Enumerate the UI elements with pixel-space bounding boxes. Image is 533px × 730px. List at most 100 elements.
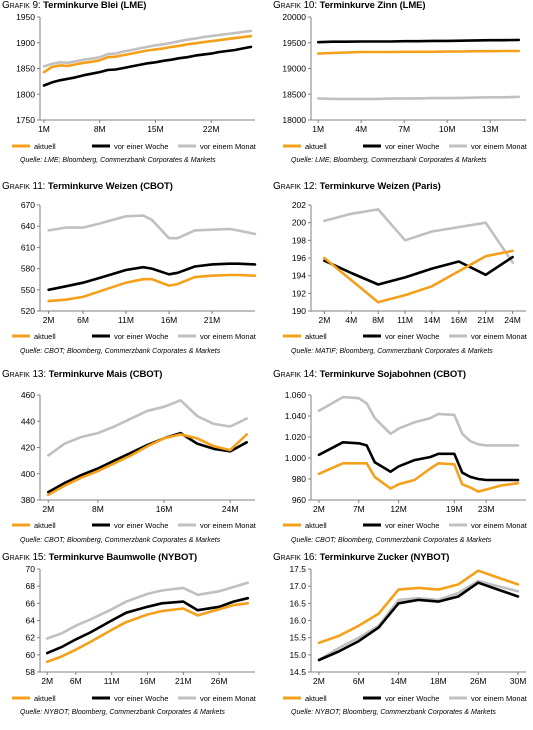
y-tick-label: 400 [21,469,35,479]
y-tick-label: 17.0 [289,581,306,591]
series-line-aktuell [317,569,520,645]
series-line-monat [316,95,521,101]
x-tick-label: 11M [104,676,120,686]
legend-label: aktuell [34,142,56,151]
chart-panel-baumwolle: Grafik 15: Terminkurve Baumwolle (NYBOT)… [0,552,262,730]
chart-panel-mais: Grafik 13: Terminkurve Mais (CBOT) 380 40… [0,369,262,547]
y-tick-label: 17.5 [289,564,306,574]
series-line-aktuell [42,34,253,74]
x-tick-label: 8M [92,504,104,514]
legend-label: vor einer Woche [114,142,168,151]
series-line-monat [323,208,514,264]
y-tick-label: 18500 [282,89,306,99]
x-tick-label: 1M [38,124,50,134]
x-tick-label: 22M [203,124,220,134]
y-tick-label: 60 [26,650,36,660]
series-line-aktuell [317,462,520,493]
y-tick-label: 16.0 [289,616,306,626]
line-chart-zucker: 14.5 15.0 15.5 16.0 16.5 17.0 17.5 2M 6M 14M 18M 26… [283,564,528,703]
y-tick-label: 960 [292,495,306,505]
y-tick-label: 62 [26,633,36,643]
legend-label: vor einer Woche [385,521,439,530]
x-tick-label: 2M [313,504,325,514]
chart-title-text: Terminkurve Weizen (CBOT) [47,181,173,192]
y-tick-label: 580 [21,264,35,274]
chart-panel-zinn: Grafik 10: Terminkurve Zinn (LME) 18000 1… [271,0,533,178]
x-tick-label: 24M [504,315,521,325]
line-chart-mais: 380 400 420 440 460 2M 8M 16M 24M aktuell vor eine… [12,390,257,530]
y-tick-label: 202 [292,200,306,210]
series-line-woche [46,431,248,494]
legend-label: aktuell [305,694,327,703]
chart-title-text: Terminkurve Blei (LME) [43,0,147,11]
chart-title: Grafik 11: Terminkurve Weizen (CBOT) [2,181,173,192]
y-tick-label: 420 [21,443,35,453]
chart-panel-blei: Grafik 9: Terminkurve Blei (LME) 1750 180… [0,0,262,178]
source-note: Quelle: MATIF; Bloomberg, Commerzbank Co… [291,348,493,355]
x-tick-label: 26M [470,676,487,686]
x-tick-label: 2M [43,315,55,325]
x-tick-label: 12M [390,504,407,514]
chart-title: Grafik 14: Terminkurve Sojabohnen (CBOT) [273,369,466,380]
x-tick-label: 7M [353,504,365,514]
y-tick-label: 1.040 [285,411,307,421]
x-tick-label: 6M [70,676,82,686]
chart-number: Grafik 12: [273,181,318,192]
chart-title-text: Terminkurve Mais (CBOT) [48,369,163,380]
y-tick-label: 1900 [16,38,35,48]
legend-label: vor einer Woche [385,332,439,341]
y-tick-label: 70 [26,564,36,574]
legend-label: aktuell [34,332,56,341]
series-line-aktuell [46,433,248,497]
series-line-woche [316,38,521,44]
series-line-monat [317,579,520,662]
y-tick-label: 1950 [16,12,35,22]
series-line-aktuell [323,249,514,304]
series-line-monat [47,214,257,240]
chart-title-text: Terminkurve Zucker (NYBOT) [319,552,450,563]
y-tick-label: 18000 [282,115,306,125]
series-line-woche [47,262,257,292]
source-note: Quelle: LME; Bloomberg, Commerzbank Corp… [20,157,216,164]
chart-title: Grafik 16: Terminkurve Zucker (NYBOT) [273,552,449,563]
source-note: Quelle: CBOT; Bloomberg, Commerzbank Cor… [20,537,221,544]
legend-label: vor einem Monat [471,332,528,341]
legend-label: aktuell [305,332,327,341]
y-tick-label: 1850 [16,64,35,74]
x-tick-label: 8M [94,124,106,134]
y-tick-label: 68 [26,581,36,591]
x-tick-label: 21M [175,676,192,686]
x-tick-label: 24M [222,504,239,514]
chart-panel-sojabohnen: Grafik 14: Terminkurve Sojabohnen (CBOT)… [271,369,533,547]
series-line-monat [42,29,253,68]
chart-title-text: Terminkurve Zinn (LME) [319,0,426,11]
x-tick-label: 7M [398,124,410,134]
line-chart-weizen-cbot: 520 550 580 610 640 670 2M 6M 11M 16M 21M aktuell vo… [12,200,257,341]
x-tick-label: 2M [319,315,331,325]
source-note: Quelle: LME; Bloomberg, Commerzbank Corp… [291,157,487,164]
x-tick-label: 2M [41,676,53,686]
chart-title-text: Terminkurve Sojabohnen (CBOT) [319,369,466,380]
y-tick-label: 550 [21,285,35,295]
y-tick-label: 64 [26,616,36,626]
chart-title-text: Terminkurve Baumwolle (NYBOT) [48,552,198,563]
line-chart-baumwolle: 58 60 62 64 66 68 70 2M 6M 11M 16M 21M 26M aktuell vor… [12,564,257,703]
series-line-monat [45,581,250,640]
legend-label: aktuell [305,521,327,530]
x-tick-label: 16M [156,504,173,514]
chart-panel-zucker: Grafik 16: Terminkurve Zucker (NYBOT) 14… [271,552,533,730]
y-tick-label: 66 [26,598,36,608]
y-tick-label: 19000 [282,64,306,74]
legend-label: vor einer Woche [385,142,439,151]
x-tick-label: 11M [397,315,413,325]
legend-label: aktuell [34,694,56,703]
source-note: Quelle: CBOT; Bloomberg, Commerzbank Cor… [291,537,492,544]
y-tick-label: 15.5 [289,633,306,643]
x-tick-label: 2M [313,676,325,686]
chart-panel-weizen-paris: Grafik 12: Terminkurve Weizen (Paris) 19… [271,181,533,359]
series-line-monat [317,395,520,447]
y-tick-label: 980 [292,474,306,484]
legend-label: vor einem Monat [200,694,257,703]
y-tick-label: 196 [292,253,306,263]
legend-label: vor einer Woche [114,521,168,530]
